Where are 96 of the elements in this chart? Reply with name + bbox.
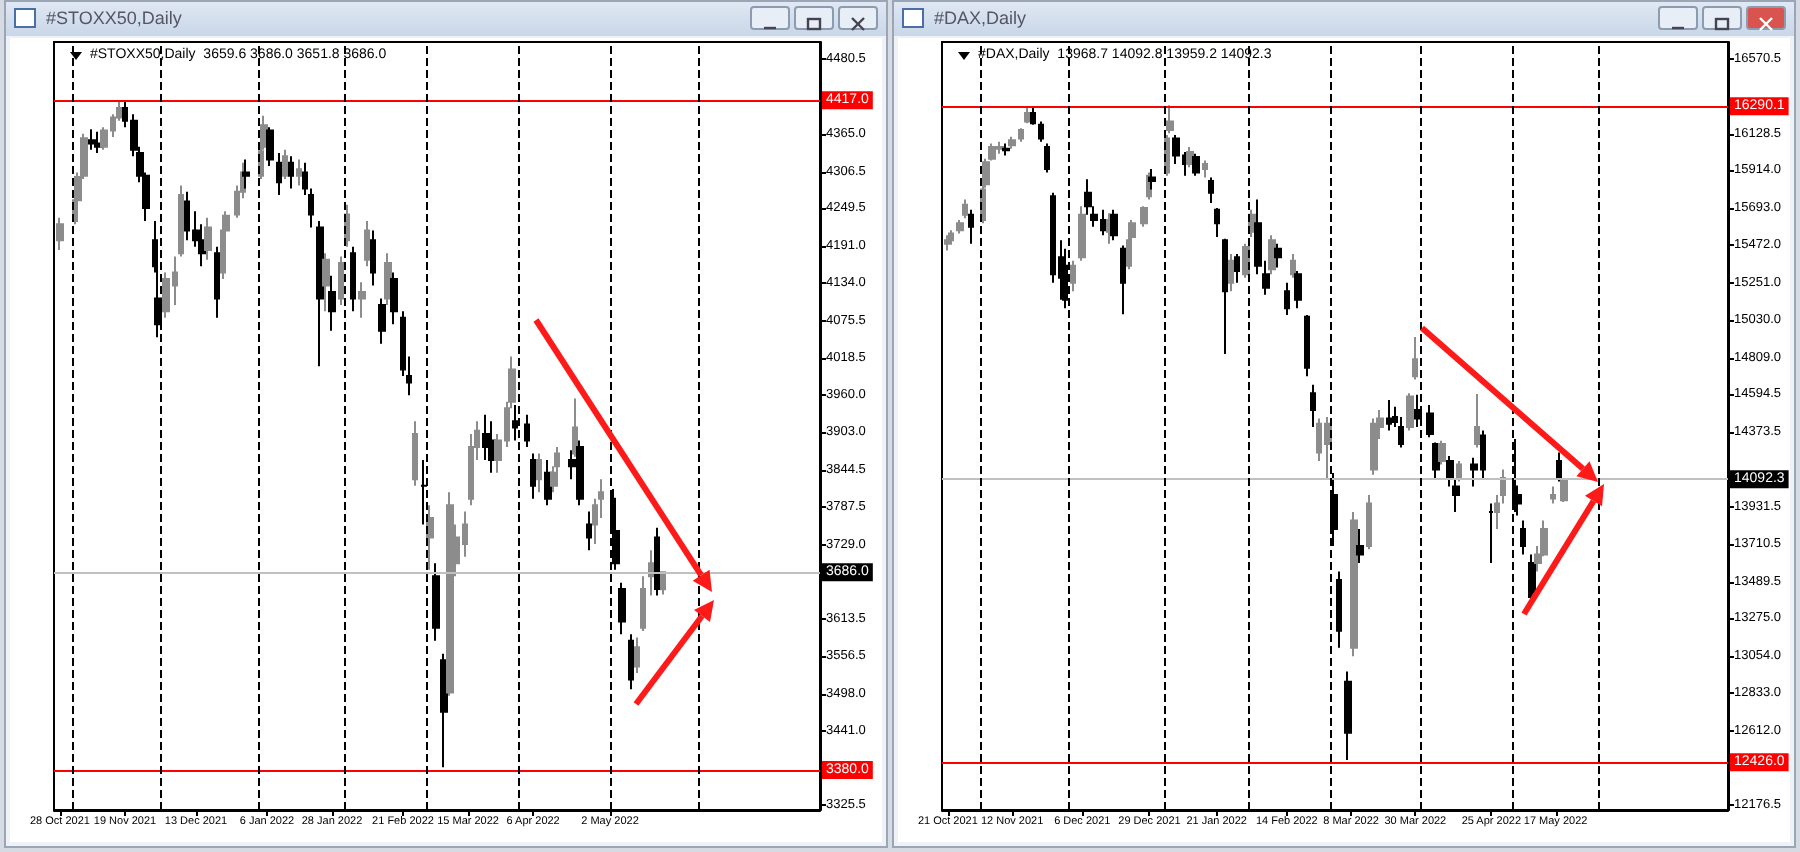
candlestick — [956, 218, 964, 235]
candlestick — [288, 155, 294, 190]
candlestick — [1488, 502, 1494, 564]
candlestick — [276, 152, 282, 197]
candlestick — [536, 452, 542, 494]
candlestick — [1438, 439, 1446, 466]
candlestick — [1398, 415, 1404, 449]
candlestick — [338, 255, 344, 306]
candlestick — [426, 504, 434, 571]
candlestick — [1070, 259, 1076, 293]
candlestick — [1528, 553, 1536, 602]
candlestick — [370, 229, 376, 287]
candlestick — [618, 581, 626, 636]
candlestick — [968, 208, 974, 245]
candlestick — [1366, 494, 1372, 551]
candlestick — [1002, 142, 1010, 157]
candlestick — [390, 271, 398, 326]
candlestick — [1214, 207, 1220, 238]
candlestick — [1356, 527, 1364, 564]
candlestick — [1222, 237, 1228, 356]
candlestick — [1426, 404, 1434, 439]
candlestick — [1078, 205, 1086, 262]
candlestick — [1274, 242, 1282, 269]
candlestick — [1290, 252, 1296, 279]
candlestick — [1474, 392, 1480, 449]
candlestick — [266, 126, 274, 168]
candlestick — [654, 526, 660, 597]
candlestick — [1228, 252, 1234, 293]
candlestick — [1560, 478, 1568, 503]
candlestick — [1234, 252, 1240, 284]
candlestick — [524, 413, 530, 448]
candlestick — [322, 252, 330, 313]
candlestick — [1140, 205, 1148, 228]
candlestick — [586, 510, 592, 552]
candlestick — [378, 297, 386, 345]
candlestick — [178, 184, 184, 258]
candlestick — [1024, 106, 1030, 125]
candlestick — [1186, 145, 1194, 169]
candlestick — [1110, 208, 1118, 242]
candlestick — [412, 420, 418, 487]
candlestick — [1294, 269, 1302, 310]
candlestick — [358, 281, 366, 319]
candlestick — [350, 245, 356, 313]
candlestick — [1008, 135, 1016, 150]
candlestick — [94, 130, 102, 155]
candlestick — [640, 575, 646, 633]
candlestick — [1038, 120, 1044, 143]
candlestick — [962, 198, 968, 220]
candlestick — [488, 420, 496, 474]
candlestick — [1106, 212, 1112, 245]
candlestick — [544, 458, 552, 507]
candlestick — [1202, 159, 1208, 179]
candlestick — [576, 439, 584, 507]
candlestick — [432, 562, 440, 642]
candlestick — [660, 571, 666, 596]
candlestick — [440, 652, 448, 769]
candlestick — [214, 245, 220, 319]
candlestick — [1550, 485, 1556, 505]
candlestick — [648, 549, 654, 597]
candlestick — [1166, 104, 1174, 135]
candlestick — [1304, 314, 1310, 378]
candlestick — [88, 128, 96, 151]
candlestick — [996, 140, 1004, 155]
candlestick — [1030, 105, 1036, 126]
candlestick — [1412, 336, 1418, 381]
candlestick — [1018, 127, 1024, 143]
candlestick — [628, 633, 634, 691]
candlestick — [1120, 244, 1126, 316]
candlestick — [1406, 392, 1414, 432]
candlestick — [1192, 152, 1200, 177]
candlestick — [1284, 281, 1290, 317]
candlestick — [530, 452, 536, 500]
candlestick — [282, 148, 288, 180]
candlestick — [1044, 142, 1050, 174]
candlestick — [384, 252, 392, 306]
candlestick — [1556, 451, 1562, 483]
candlestick — [364, 219, 370, 268]
candlestick — [316, 219, 324, 368]
candlestick — [1208, 176, 1214, 204]
candlestick — [296, 158, 302, 187]
candlestick — [1324, 415, 1332, 480]
candlestick — [1268, 234, 1276, 276]
candlestick — [1344, 670, 1352, 761]
candlestick — [1350, 511, 1358, 658]
candlestick — [1336, 570, 1342, 649]
candlestick — [1310, 383, 1316, 429]
candlestick — [204, 216, 212, 261]
chart-title: #DAX,Daily — [934, 8, 1027, 28]
candlestick — [634, 636, 640, 675]
candlestick — [328, 274, 336, 332]
candlestick — [1520, 519, 1526, 556]
candlestick — [56, 216, 64, 251]
candlestick — [1370, 417, 1378, 476]
candlestick — [1386, 398, 1392, 432]
chart-title: #STOXX50,Daily — [46, 8, 182, 28]
candlestick — [446, 491, 454, 697]
